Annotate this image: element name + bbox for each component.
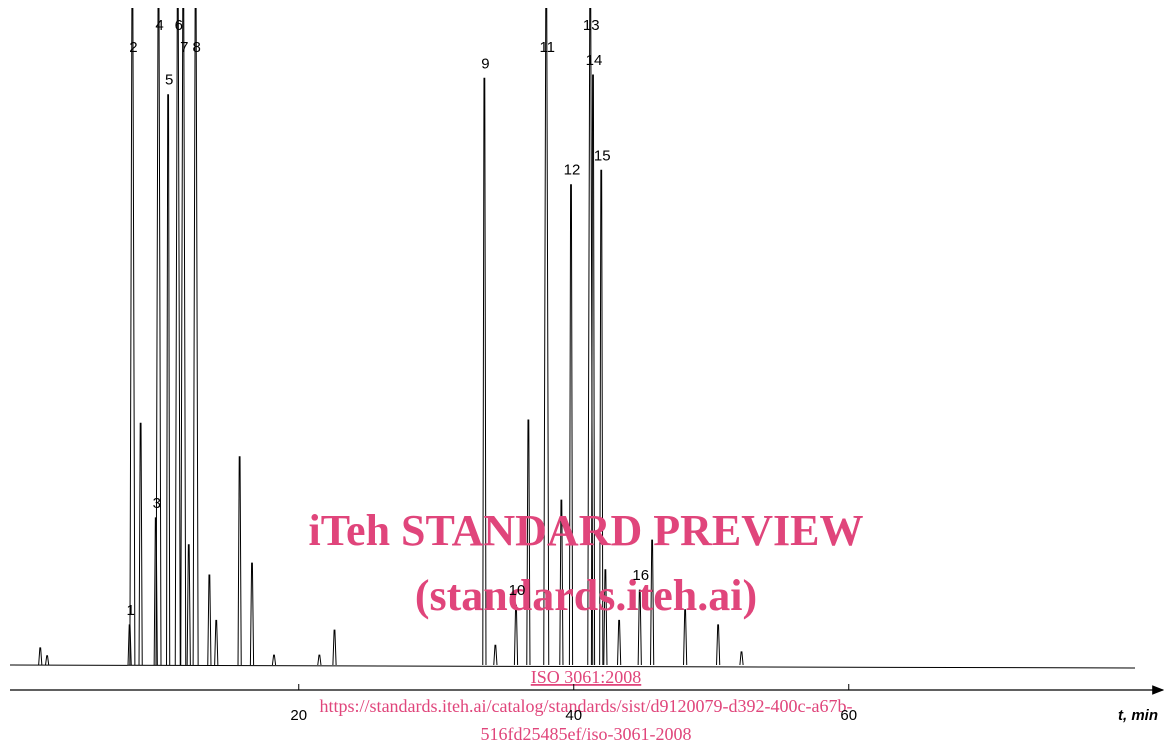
peak-label: 3 bbox=[153, 495, 161, 512]
peak bbox=[603, 569, 608, 666]
peak bbox=[590, 74, 596, 666]
peak bbox=[174, 8, 181, 666]
peak-label: 4 bbox=[155, 17, 163, 34]
peak bbox=[482, 77, 487, 666]
x-tick-label: 20 bbox=[290, 707, 307, 724]
peak bbox=[568, 184, 574, 666]
watermark-title: iTeh STANDARD PREVIEW bbox=[309, 506, 864, 555]
peak bbox=[332, 629, 337, 666]
peak-label: 14 bbox=[586, 52, 603, 69]
peak-label: 16 bbox=[632, 567, 649, 584]
peak bbox=[559, 499, 564, 666]
peak-label: 8 bbox=[192, 39, 200, 56]
peak bbox=[271, 654, 277, 666]
peak bbox=[317, 654, 322, 666]
peak bbox=[180, 8, 187, 666]
peak bbox=[129, 8, 136, 666]
peak bbox=[513, 604, 519, 666]
peak bbox=[45, 655, 50, 666]
peak bbox=[138, 422, 143, 666]
peak bbox=[214, 619, 219, 666]
watermark-url: 516fd25485ef/iso-3061-2008 bbox=[481, 724, 692, 744]
peak bbox=[683, 609, 688, 666]
peak bbox=[153, 517, 158, 666]
peak-label: 13 bbox=[583, 17, 600, 34]
peak bbox=[739, 651, 744, 666]
x-tick-label: 40 bbox=[565, 707, 582, 724]
peak bbox=[192, 8, 199, 666]
peak bbox=[617, 619, 622, 666]
peak bbox=[599, 169, 604, 666]
peak-label: 15 bbox=[594, 147, 611, 164]
peak bbox=[526, 419, 531, 666]
peak-label: 5 bbox=[165, 72, 173, 89]
peak bbox=[493, 644, 498, 666]
peak bbox=[38, 647, 43, 666]
peak-label: 11 bbox=[539, 39, 555, 56]
x-axis-label: t, min bbox=[1118, 707, 1158, 724]
peak-label: 10 bbox=[509, 582, 526, 599]
plot bbox=[38, 8, 744, 666]
peak bbox=[237, 456, 242, 666]
peak bbox=[650, 539, 655, 666]
peak bbox=[207, 574, 212, 666]
peak-label: 6 bbox=[175, 17, 183, 34]
peak-label: 2 bbox=[129, 39, 137, 56]
peak bbox=[155, 8, 162, 666]
peak-label: 9 bbox=[481, 55, 489, 72]
peak bbox=[543, 8, 550, 666]
peak bbox=[166, 94, 171, 666]
peak bbox=[716, 624, 721, 666]
peak-label: 12 bbox=[564, 162, 581, 179]
peak-label: 7 bbox=[180, 39, 188, 56]
peak-label: 1 bbox=[126, 602, 134, 619]
watermark-url: https://standards.iteh.ai/catalog/standa… bbox=[320, 696, 853, 716]
baseline bbox=[9, 664, 1136, 669]
watermark-subtitle: (standards.iteh.ai) bbox=[415, 571, 757, 620]
x-tick-label: 60 bbox=[840, 707, 857, 724]
peak bbox=[186, 544, 191, 666]
peak bbox=[637, 589, 642, 666]
watermark-standard: ISO 3061:2008 bbox=[531, 667, 642, 687]
peak bbox=[249, 562, 255, 666]
